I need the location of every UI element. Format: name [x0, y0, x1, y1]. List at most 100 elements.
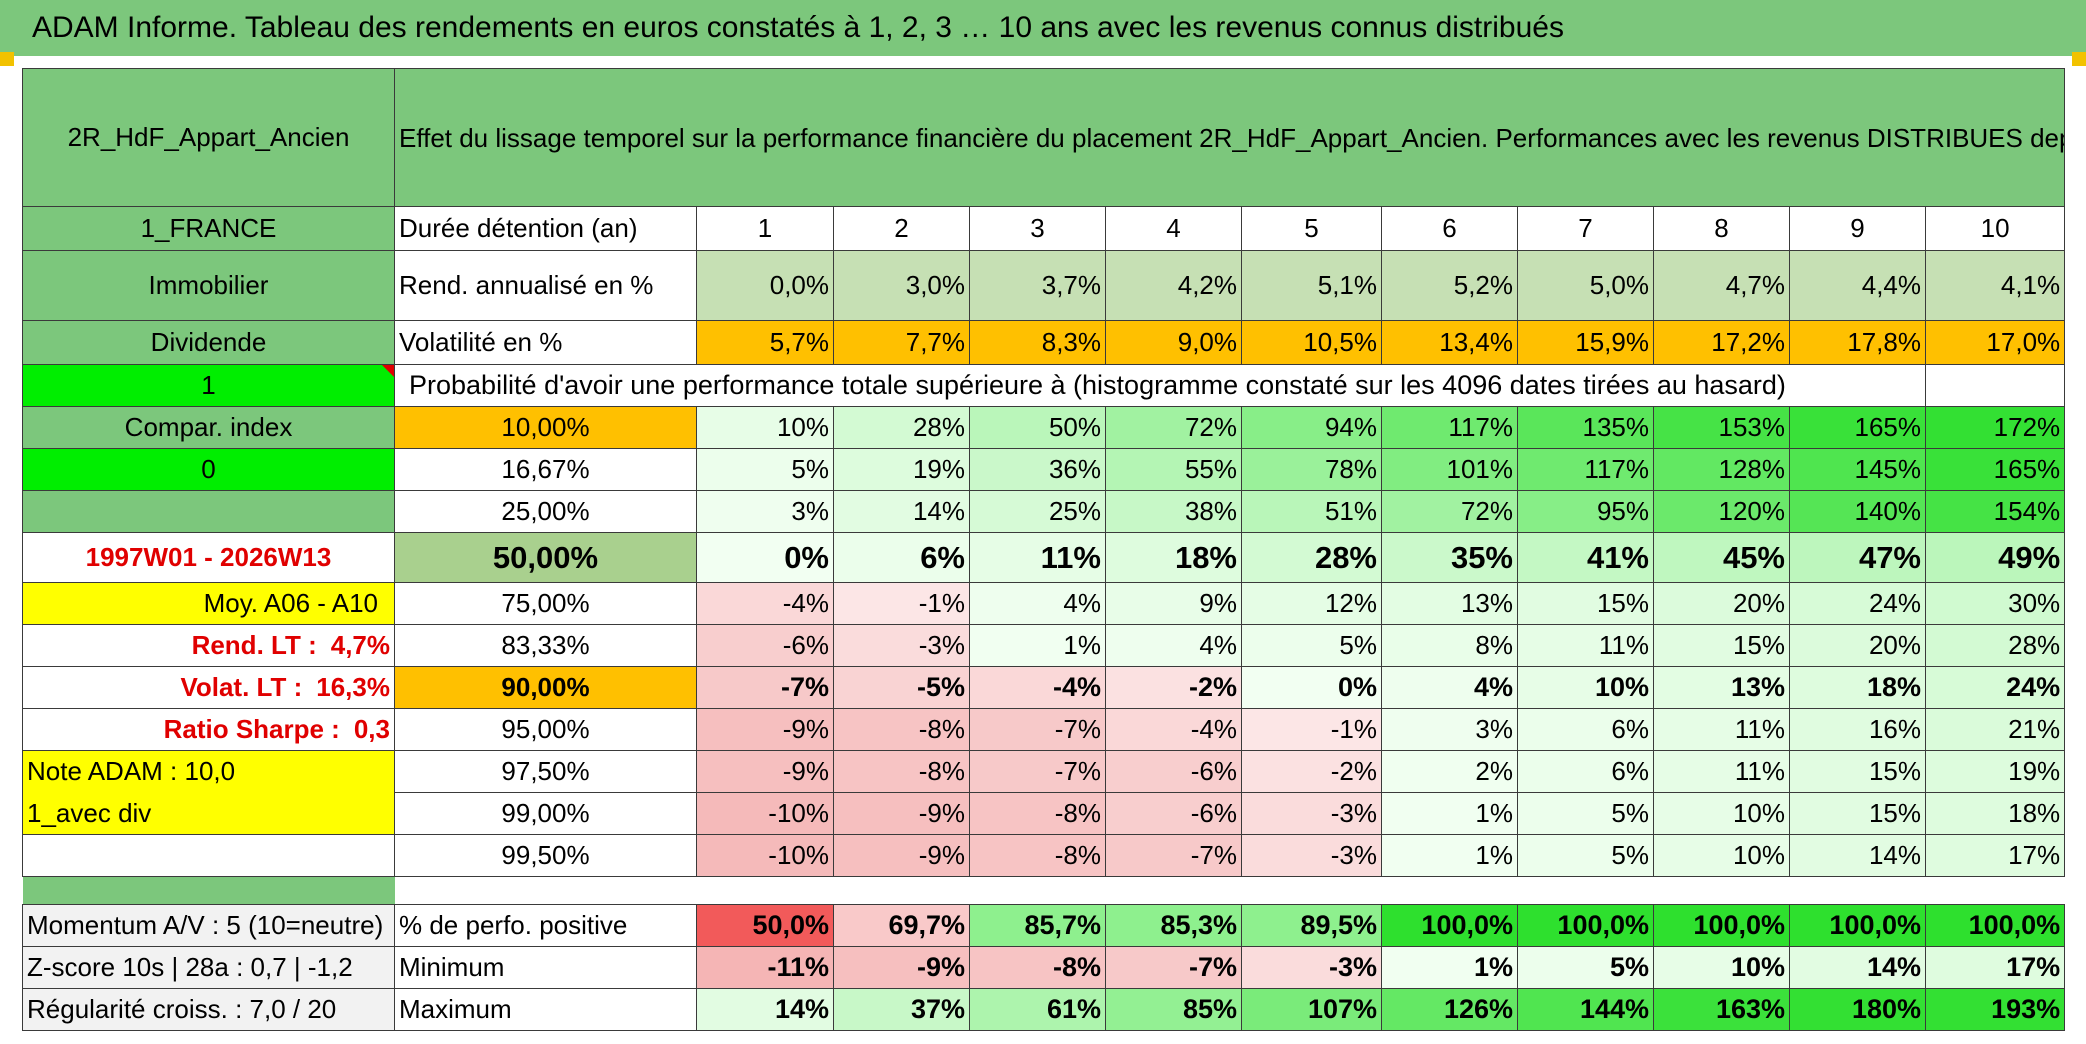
report-title: ADAM Informe. Tableau des rendements en …: [0, 0, 2086, 56]
quantile-value-cell: -9%: [833, 834, 970, 877]
quantile-value-cell: -10%: [696, 834, 834, 877]
quantile-value-cell: 13%: [1381, 582, 1518, 625]
quantile-value-cell: 51%: [1241, 490, 1382, 533]
quantile-value-cell: 165%: [1789, 406, 1926, 449]
corner-marker-left: [0, 52, 14, 66]
summary-value-cell: 100,0%: [1517, 904, 1654, 947]
quantile-value-cell: -8%: [969, 792, 1106, 835]
summary-value-cell: 50,0%: [696, 904, 834, 947]
quantile-value-cell: 11%: [1517, 624, 1654, 667]
blank-cell: [22, 834, 395, 877]
quantile-value-cell: -6%: [696, 624, 834, 667]
quantile-label-cell: 99,00%: [394, 792, 697, 835]
quantile-label-cell: 75,00%: [394, 582, 697, 625]
sharpe-cell: Ratio Sharpe : 0,3: [22, 708, 395, 751]
summary-value-cell: -9%: [833, 946, 970, 989]
quantile-value-cell: -6%: [1105, 750, 1242, 793]
quantile-value-cell: -4%: [969, 666, 1106, 709]
summary-value-cell: -8%: [969, 946, 1106, 989]
quantile-value-cell: 11%: [969, 532, 1106, 583]
summary-value-cell: 37%: [833, 988, 970, 1031]
flag-one-value: 1: [201, 370, 216, 400]
quantile-value-cell: 10%: [1517, 666, 1654, 709]
moy-cell: Moy. A06 - A10: [22, 582, 395, 625]
quantile-value-cell: -8%: [833, 750, 970, 793]
period-cell: 1997W01 - 2026W13: [22, 532, 395, 583]
quantile-value-cell: 128%: [1653, 448, 1790, 491]
spacer-cell: [1382, 877, 1518, 905]
spacer-row: [22, 876, 2065, 905]
quantile-value-cell: 1%: [969, 624, 1106, 667]
quantile-value-cell: 10%: [1653, 792, 1790, 835]
summary-label-cell: Minimum: [394, 946, 697, 989]
spacer-green-cell: [22, 876, 395, 905]
quantile-value-cell: 94%: [1241, 406, 1382, 449]
stat-label: Volat. LT :: [180, 672, 303, 702]
year-header-cell: 7: [1517, 206, 1654, 251]
proba-blank-1: [1789, 364, 1926, 407]
quantile-value-cell: 30%: [1924, 582, 2066, 625]
quantile-row: Note ADAM : 10,0 97,50% -9% -8% -7% -6% -2% 2% 6…: [22, 750, 2066, 793]
year-header-cell: 5: [1241, 206, 1382, 251]
quantile-value-cell: 4%: [1105, 624, 1242, 667]
quantile-value-cell: 9%: [1105, 582, 1242, 625]
quantile-row: 1_avec div 99,00% -10% -9% -8% -6% -3% 1% 5% 10% 1…: [22, 792, 2066, 835]
quantile-value-cell: 120%: [1653, 490, 1790, 533]
quantile-value-cell: 15%: [1789, 750, 1926, 793]
summary-value-cell: 144%: [1517, 988, 1654, 1031]
year-header-cell: 2: [833, 206, 970, 251]
flag-one-cell: 1: [22, 364, 395, 407]
summary-value-cell: 85%: [1105, 988, 1242, 1031]
rend-value-cell: 5,1%: [1241, 250, 1382, 321]
quantile-value-cell: 24%: [1789, 582, 1926, 625]
quantile-value-cell: -7%: [969, 750, 1106, 793]
placement-description: Effet du lissage temporel sur la perform…: [393, 68, 2066, 207]
quantile-value-cell: 0%: [1241, 666, 1382, 709]
summary-row: Régularité croiss. : 7,0 / 20 Maximum 14% 3…: [22, 988, 2066, 1031]
rend-value-cell: 4,1%: [1924, 250, 2066, 321]
quantile-value-cell: 13%: [1653, 666, 1790, 709]
year-header-cell: 10: [1924, 206, 2066, 251]
income-cell: Dividende: [22, 320, 395, 365]
summary-value-cell: 1%: [1381, 946, 1518, 989]
category-cell: Immobilier: [22, 250, 395, 321]
spacer-cell: [970, 877, 1106, 905]
quantile-value-cell: 135%: [1517, 406, 1654, 449]
quantile-value-cell: 15%: [1653, 624, 1790, 667]
quantile-value-cell: 35%: [1381, 532, 1518, 583]
quantile-value-cell: 19%: [833, 448, 970, 491]
quantile-value-cell: 17%: [1924, 834, 2066, 877]
quantile-label-cell: 50,00%: [394, 532, 697, 583]
stat-value: 16,3%: [316, 672, 390, 702]
summary-row: Z-score 10s | 28a : 0,7 | -1,2 Minimum -11…: [22, 946, 2066, 989]
summary-value-cell: 107%: [1241, 988, 1382, 1031]
summary-label-cell: Maximum: [394, 988, 697, 1031]
quantile-value-cell: 153%: [1653, 406, 1790, 449]
quantile-row: Rend. LT : 4,7% 83,33% -6% -3% 1% 4% 5% 8% 11% 15%…: [22, 624, 2066, 667]
quantile-value-cell: 41%: [1517, 532, 1654, 583]
header-row: 2R_HdF_Appart_Ancien Effet du lissage te…: [22, 68, 2066, 207]
summary-value-cell: 61%: [969, 988, 1106, 1031]
rend-lt-cell: Rend. LT : 4,7%: [22, 624, 395, 667]
quantile-value-cell: -7%: [969, 708, 1106, 751]
summary-value-cell: 193%: [1924, 988, 2066, 1031]
summary-label-cell: % de perfo. positive: [394, 904, 697, 947]
quantile-value-cell: 38%: [1105, 490, 1242, 533]
rend-value-cell: 4,7%: [1653, 250, 1790, 321]
quantile-label-cell: 25,00%: [394, 490, 697, 533]
rend-value-cell: 4,4%: [1789, 250, 1926, 321]
quantile-value-cell: -1%: [1241, 708, 1382, 751]
year-header-cell: 6: [1381, 206, 1518, 251]
summary-value-cell: 17%: [1924, 946, 2066, 989]
quantile-label-cell: 16,67%: [394, 448, 697, 491]
quantile-value-cell: 16%: [1789, 708, 1926, 751]
volat-value-cell: 17,8%: [1789, 320, 1926, 365]
quantile-value-cell: 12%: [1241, 582, 1382, 625]
quantile-value-cell: 2%: [1381, 750, 1518, 793]
quantile-value-cell: 20%: [1653, 582, 1790, 625]
quantile-value-cell: 28%: [1241, 532, 1382, 583]
quantile-value-cell: 5%: [696, 448, 834, 491]
stat-label: Ratio Sharpe :: [163, 714, 340, 744]
summary-value-cell: 126%: [1381, 988, 1518, 1031]
quantile-value-cell: -9%: [696, 750, 834, 793]
